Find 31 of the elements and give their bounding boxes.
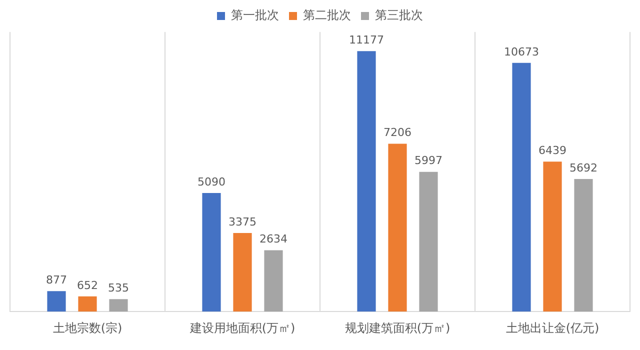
data-label: 11177: [349, 34, 384, 47]
bar: [419, 172, 438, 312]
data-label: 7206: [384, 126, 412, 140]
bar: [512, 62, 531, 312]
bar: [574, 178, 593, 312]
data-label: 6439: [538, 144, 566, 157]
legend-label: 第三批次: [375, 8, 423, 22]
data-label: 535: [108, 281, 129, 294]
bar: [78, 296, 97, 312]
bar: [202, 193, 221, 312]
data-label: 5997: [414, 154, 442, 168]
bar: [388, 144, 407, 312]
x-tick-label: 土地出让金(亿元): [506, 320, 600, 335]
bar: [233, 232, 252, 312]
data-label: 5692: [570, 161, 598, 174]
legend-label: 第二批次: [303, 8, 351, 22]
data-label: 5090: [198, 175, 226, 188]
legend-label: 第一批次: [231, 8, 279, 22]
data-label: 652: [77, 278, 98, 292]
data-label: 877: [46, 274, 67, 287]
bar: [264, 250, 283, 312]
bar: [543, 162, 562, 312]
bar: [47, 291, 66, 312]
data-label: 3375: [228, 215, 256, 228]
bar: [109, 299, 128, 312]
data-label: 10673: [504, 45, 539, 58]
bar: [357, 51, 376, 312]
x-tick-label: 规划建筑面积(万㎡): [344, 320, 450, 335]
x-tick-label: 土地宗数(宗): [52, 320, 122, 335]
x-tick-label: 建设用地面积(万㎡): [188, 320, 296, 335]
data-label: 2634: [260, 232, 288, 246]
